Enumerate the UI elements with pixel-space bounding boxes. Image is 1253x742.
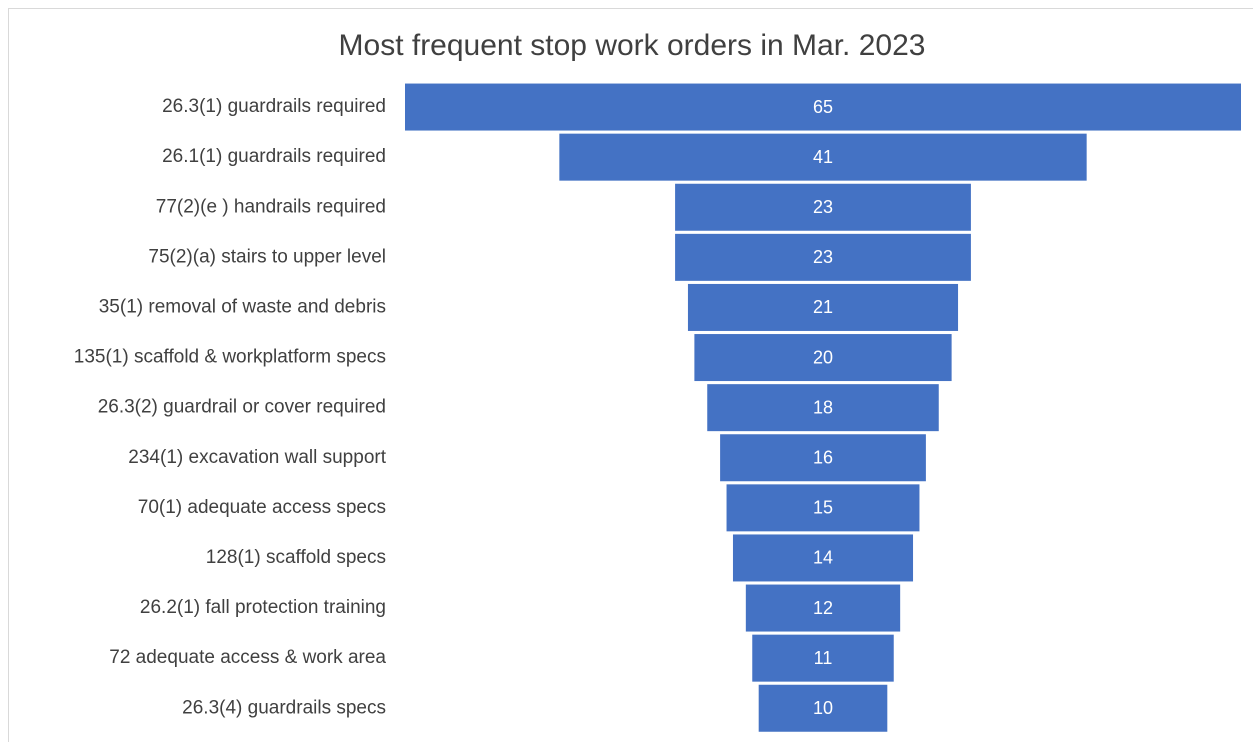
value-label: 12: [813, 598, 833, 618]
category-label: 26.1(1) guardrails required: [162, 146, 386, 167]
value-label: 11: [814, 648, 833, 668]
value-label: 16: [813, 448, 833, 468]
bar: [726, 484, 920, 532]
category-label: 234(1) excavation wall support: [128, 447, 386, 468]
bar: [405, 83, 1241, 131]
bar: [758, 684, 888, 732]
chart-title: Most frequent stop work orders in Mar. 2…: [339, 29, 926, 62]
bar: [732, 534, 914, 582]
category-label: 70(1) adequate access specs: [138, 497, 386, 518]
bar: [687, 283, 959, 331]
category-label: 128(1) scaffold specs: [206, 547, 386, 568]
value-label: 41: [813, 147, 833, 167]
value-label: 14: [813, 548, 833, 568]
bar: [694, 334, 952, 382]
value-label: 20: [813, 347, 833, 367]
value-label: 18: [813, 397, 833, 417]
category-label: 26.2(1) fall protection training: [140, 597, 386, 618]
bar: [675, 233, 971, 281]
category-label: 72 adequate access & work area: [109, 647, 386, 668]
value-label: 65: [813, 97, 833, 117]
value-label: 21: [813, 297, 833, 317]
bar: [745, 584, 901, 632]
category-label: 35(1) removal of waste and debris: [99, 296, 386, 317]
value-label: 10: [813, 698, 833, 718]
category-label: 75(2)(a) stairs to upper level: [148, 246, 386, 267]
category-label: 135(1) scaffold & workplatform specs: [74, 347, 386, 368]
bar: [559, 133, 1087, 181]
value-label: 23: [813, 247, 833, 267]
value-label: 15: [813, 498, 833, 518]
value-label: 23: [813, 197, 833, 217]
bar: [720, 434, 926, 482]
bar: [707, 384, 939, 432]
category-label: 77(2)(e ) handrails required: [156, 196, 386, 217]
chart-border: [8, 8, 1253, 742]
category-label: 26.3(4) guardrails specs: [182, 697, 386, 718]
category-label: 26.3(1) guardrails required: [162, 96, 386, 117]
category-label: 26.3(2) guardrail or cover required: [98, 397, 386, 418]
bar: [752, 634, 894, 682]
bar: [675, 183, 971, 231]
